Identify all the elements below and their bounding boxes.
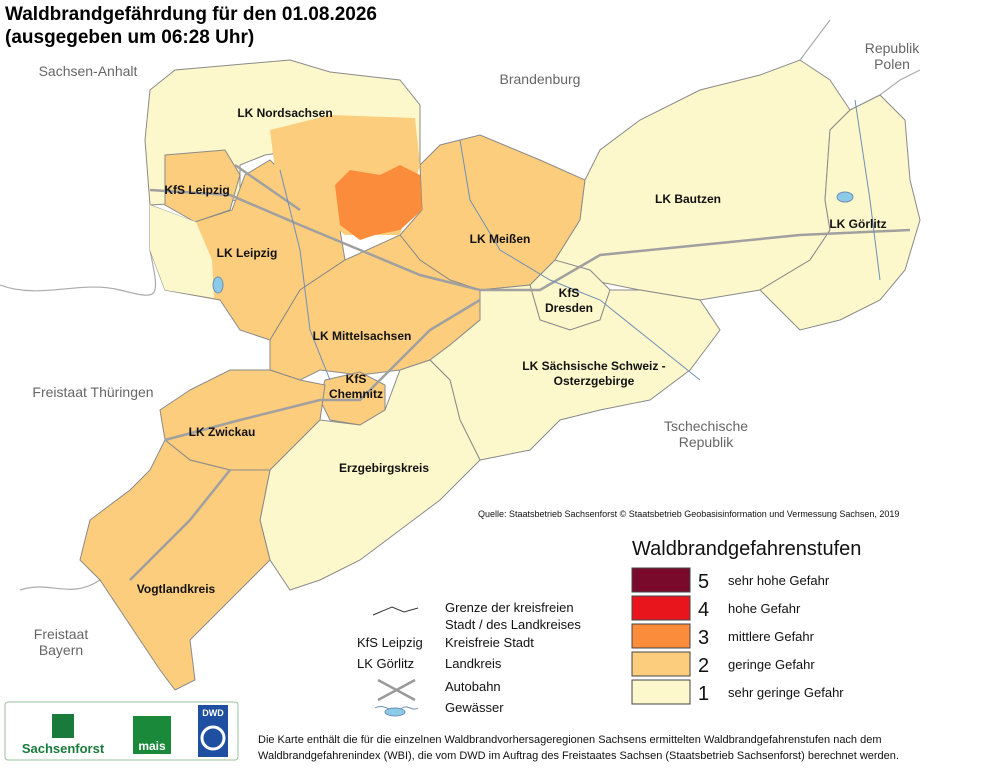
river (459, 139, 701, 381)
region-label: LK Zwickau (189, 425, 256, 439)
logo-text: DWD (202, 708, 224, 718)
region-label: Erzgebirgskreis (339, 461, 429, 475)
legend-label: mittlere Gefahr (728, 629, 815, 644)
water-symbol (384, 707, 406, 717)
highway (129, 469, 231, 581)
zones (150, 115, 422, 298)
logo-icon (52, 714, 74, 738)
state-border (0, 249, 157, 296)
region-label: LK Meißen (470, 232, 531, 246)
symbol-label: Grenze der kreisfreien (445, 600, 574, 615)
legend-label: geringe Gefahr (728, 657, 815, 672)
symbol-label: Gewässer (445, 700, 504, 715)
neighbor-label: Brandenburg (500, 71, 581, 87)
symbol-example: KfS Leipzig (357, 635, 423, 650)
water-line (374, 706, 419, 712)
region-labels: LK Nordsachsen KfS Leipzig LK Leipzig LK Me… (137, 106, 887, 596)
legend-title: Waldbrandgefahrenstufen (632, 538, 861, 560)
logo-text: Sachsenforst (22, 741, 105, 756)
symbol-label: Autobahn (445, 679, 501, 694)
region-label: Osterzgebirge (554, 374, 635, 388)
forecast-zone (335, 165, 422, 240)
legend-level: 1 (698, 683, 709, 705)
state-border (19, 579, 101, 591)
neighbor-label: Republik (865, 40, 920, 56)
legend-swatch (631, 623, 691, 649)
region-label: KfS (559, 286, 580, 300)
neighbor-label: Polen (874, 56, 910, 72)
logo-text: mais (138, 739, 166, 753)
legend-swatch (631, 567, 691, 593)
neighbor-label: Republik (679, 434, 734, 450)
legend-swatch (631, 651, 691, 677)
state-border (799, 19, 831, 61)
region-label: LK Sächsische Schweiz - (522, 359, 665, 373)
region-label: KfS (346, 372, 367, 386)
footnote: Waldbrandgefahrenindex (WBI), die vom DW… (258, 750, 899, 762)
title: Waldbrandgefährdung für den 01.08.2026 (5, 4, 377, 25)
region-label: LK Görlitz (829, 217, 886, 231)
region (79, 439, 271, 691)
symbol-label: Kreisfreie Stadt (445, 635, 534, 650)
legend: 5 sehr hohe Gefahr 4 hohe Gefahr 3 mittlere G… (631, 567, 844, 705)
logos: Sachsenforst mais DWD (4, 701, 239, 761)
highway (234, 163, 301, 212)
region (164, 149, 241, 223)
neighbor-label: Bayern (39, 642, 83, 658)
lake (212, 276, 224, 294)
logo-mark (200, 725, 226, 751)
region-label: KfS Leipzig (164, 183, 229, 197)
river (279, 169, 331, 381)
legend-swatch (631, 595, 691, 621)
legend-level: 4 (698, 599, 709, 621)
region-label: LK Nordsachsen (237, 106, 332, 120)
river (854, 99, 881, 281)
legend-swatch (631, 679, 691, 705)
symbol-example: LK Görlitz (357, 656, 414, 671)
region-label: Vogtlandkreis (137, 582, 216, 596)
highway-symbol (377, 678, 416, 702)
legend-level: 5 (698, 571, 709, 593)
neighbor-labels: Sachsen-Anhalt BrandenburgRepublikPolenFr… (32, 40, 920, 658)
forecast-zone (150, 205, 214, 298)
logo-icon (133, 716, 171, 754)
region-label: LK Leipzig (217, 246, 278, 260)
legend-label: hohe Gefahr (728, 601, 801, 616)
legend-label: sehr hohe Gefahr (728, 573, 830, 588)
symbol-legend: Grenze der kreisfreien Stadt / des Landk… (357, 600, 581, 717)
region-label: LK Mittelsachsen (313, 329, 412, 343)
region-label: Dresden (545, 301, 593, 315)
neighbor-label: Freistaat (34, 626, 89, 642)
neighbor-label: Tschechische (664, 418, 748, 434)
region-label: LK Bautzen (655, 192, 721, 206)
legend-level: 2 (698, 655, 709, 677)
neighbor-label: Sachsen-Anhalt (39, 63, 138, 79)
neighbor-label: Freistaat Thüringen (32, 384, 153, 400)
highway (149, 188, 911, 292)
footnote: Die Karte enthält die für die einzelnen … (258, 734, 882, 746)
highways (129, 163, 911, 581)
subtitle: (ausgegeben um 06:28 Uhr) (5, 27, 254, 48)
border-symbol (372, 606, 419, 616)
legend-level: 3 (698, 627, 709, 649)
region (759, 94, 921, 331)
region-label: Chemnitz (329, 387, 383, 401)
highway (164, 298, 481, 442)
symbol-label: Stadt / des Landkreises (445, 617, 581, 632)
legend-label: sehr geringe Gefahr (728, 685, 844, 700)
lake (836, 191, 854, 203)
source: Quelle: Staatsbetrieb Sachsenforst © Sta… (478, 509, 899, 519)
rivers (212, 99, 881, 381)
symbol-label: Landkreis (445, 656, 502, 671)
